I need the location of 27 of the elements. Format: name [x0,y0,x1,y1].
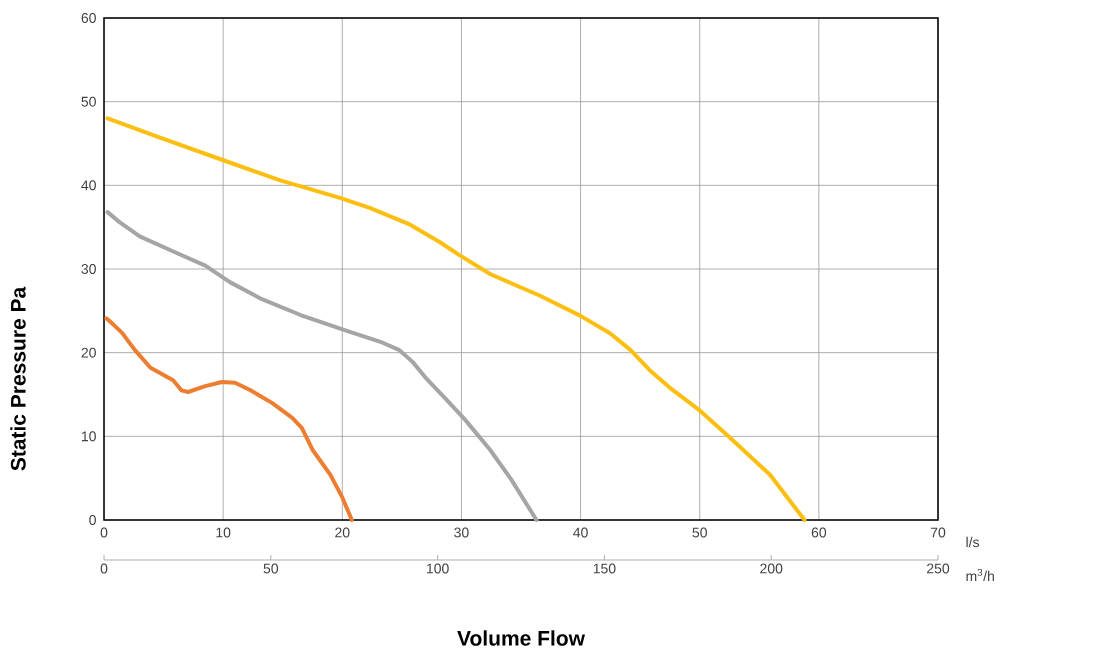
x2-tick-label: 250 [927,563,950,574]
x2-tick-label: 0 [100,563,108,574]
x-tick-label: 50 [692,527,707,538]
x-tick-label: 0 [100,527,108,538]
x-tick-label: 30 [454,527,469,538]
text: l/s [966,536,980,548]
x-tick-label: 10 [216,527,231,538]
y-tick-label: 20 [81,347,96,358]
x-tick-label: 60 [811,527,827,538]
y-tick-label: 40 [81,180,96,191]
y-tick-label: 0 [89,515,96,525]
x2-axis-title: m$^{3}$/h [966,568,994,582]
x2-tick-label: 100 [427,563,449,574]
line-series [104,316,354,522]
x-tick-label: 40 [573,527,588,538]
y-tick-label: 50 [81,96,96,107]
x2-tick-label: 150 [593,563,616,574]
x-tick-label: 20 [335,527,350,538]
y-tick-label: 30 [81,264,96,274]
x2-tick-label: 200 [760,563,783,574]
x2-tick-label: 50 [263,563,279,574]
x-tick-label: 70 [930,527,946,538]
line-series [105,116,807,522]
y-tick-label: 60 [81,13,96,23]
x-axis-title: Volume Flow [457,630,586,646]
y-tick-label: 10 [81,431,96,442]
y-axis-title: Static Pressure Pa [10,286,26,471]
